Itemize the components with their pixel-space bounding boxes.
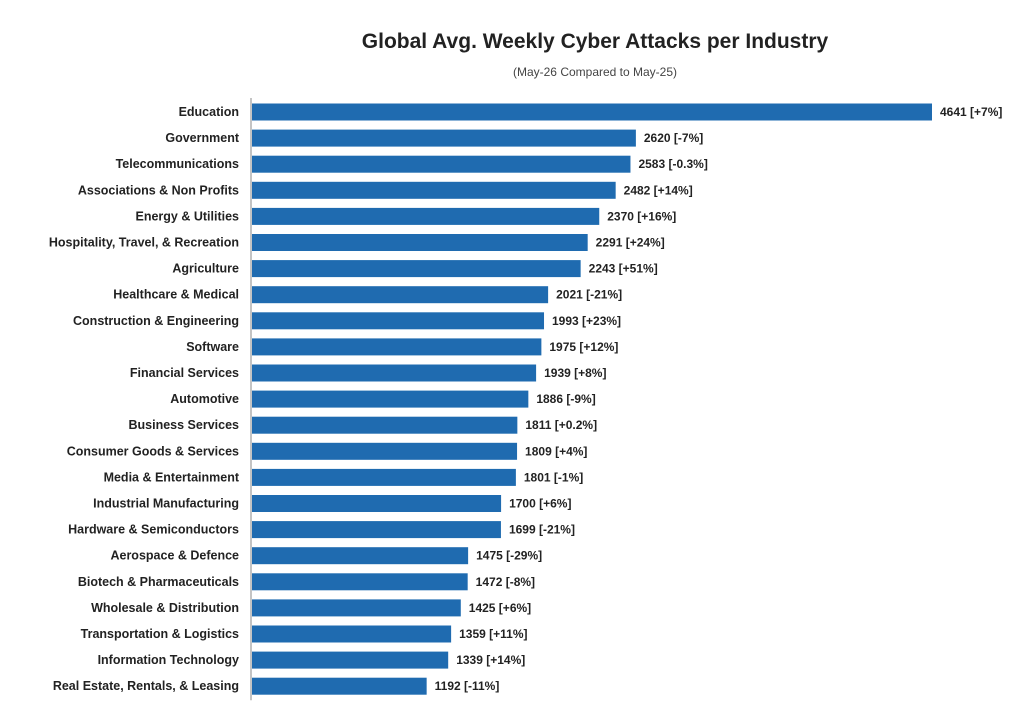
data-label: 1472 [-8%] [476, 575, 535, 589]
data-label: 1886 [-9%] [536, 392, 595, 406]
data-label: 1475 [-29%] [476, 549, 542, 563]
category-label: Consumer Goods & Services [67, 444, 239, 458]
bar [252, 468, 516, 486]
data-label: 1939 [+8%] [544, 366, 606, 380]
bar [252, 364, 537, 382]
bar [252, 416, 518, 434]
bar [252, 442, 518, 460]
bar [252, 625, 452, 643]
bar [252, 234, 588, 251]
category-label: Financial Services [130, 366, 239, 380]
category-label: Agriculture [172, 262, 239, 276]
category-label: Biotech & Pharmaceuticals [78, 575, 239, 589]
data-label: 1425 [+6%] [469, 601, 531, 615]
data-label: 4641 [+7%] [940, 105, 1002, 119]
data-label: 1809 [+4%] [525, 444, 587, 458]
chart-title: Global Avg. Weekly Cyber Attacks per Ind… [361, 30, 829, 53]
data-label: 1801 [-1%] [524, 470, 583, 484]
category-label: Media & Entertainment [104, 470, 240, 484]
bar [252, 495, 502, 512]
data-label: 2482 [+14%] [624, 183, 693, 197]
category-label: Healthcare & Medical [113, 288, 239, 302]
bar [252, 651, 449, 669]
category-label: Energy & Utilities [136, 209, 240, 223]
category-label: Telecommunications [116, 157, 239, 171]
data-label: 2021 [-21%] [556, 288, 622, 302]
data-label: 2370 [+16%] [607, 209, 676, 223]
category-label: Industrial Manufacturing [93, 497, 239, 511]
category-label: Education [179, 105, 239, 119]
data-label: 1700 [+6%] [509, 497, 571, 511]
data-label: 1975 [+12%] [549, 340, 618, 354]
bar [252, 573, 468, 591]
data-label: 2620 [-7%] [644, 131, 703, 145]
bar [252, 286, 549, 304]
data-label: 2291 [+24%] [596, 236, 665, 250]
category-label: Associations & Non Profits [78, 183, 239, 197]
chart-subtitle: (May-26 Compared to May-25) [512, 65, 678, 79]
bar [252, 260, 581, 278]
bar [252, 103, 932, 121]
bar [252, 677, 427, 695]
category-label: Construction & Engineering [73, 314, 239, 328]
category-label: Transportation & Logistics [81, 627, 239, 641]
data-label: 1811 [+0.2%] [525, 418, 597, 432]
bar [252, 547, 469, 565]
category-label: Business Services [129, 418, 240, 432]
bar [252, 155, 631, 173]
category-label: Hardware & Semiconductors [68, 523, 239, 537]
category-label: Software [186, 340, 239, 354]
category-label: Automotive [170, 392, 239, 406]
bar [252, 181, 616, 199]
data-label: 2243 [+51%] [589, 262, 658, 276]
category-label: Aerospace & Defence [110, 549, 239, 563]
bar [252, 207, 600, 225]
bar [252, 129, 636, 147]
bar [252, 390, 529, 408]
data-label: 1993 [+23%] [552, 314, 621, 328]
data-label: 1359 [+11%] [459, 627, 527, 641]
category-label: Government [165, 131, 239, 145]
category-label: Real Estate, Rentals, & Leasing [53, 679, 239, 693]
bar [252, 521, 501, 539]
category-label: Wholesale & Distribution [91, 601, 239, 615]
data-label: 2583 [-0.3%] [638, 157, 707, 171]
data-label: 1339 [+14%] [456, 653, 525, 667]
bar [252, 338, 542, 356]
category-label: Information Technology [98, 653, 239, 667]
bar [252, 599, 461, 617]
category-label: Hospitality, Travel, & Recreation [49, 236, 239, 250]
data-label: 1192 [-11%] [435, 679, 500, 693]
data-label: 1699 [-21%] [509, 523, 575, 537]
bar [252, 312, 545, 330]
